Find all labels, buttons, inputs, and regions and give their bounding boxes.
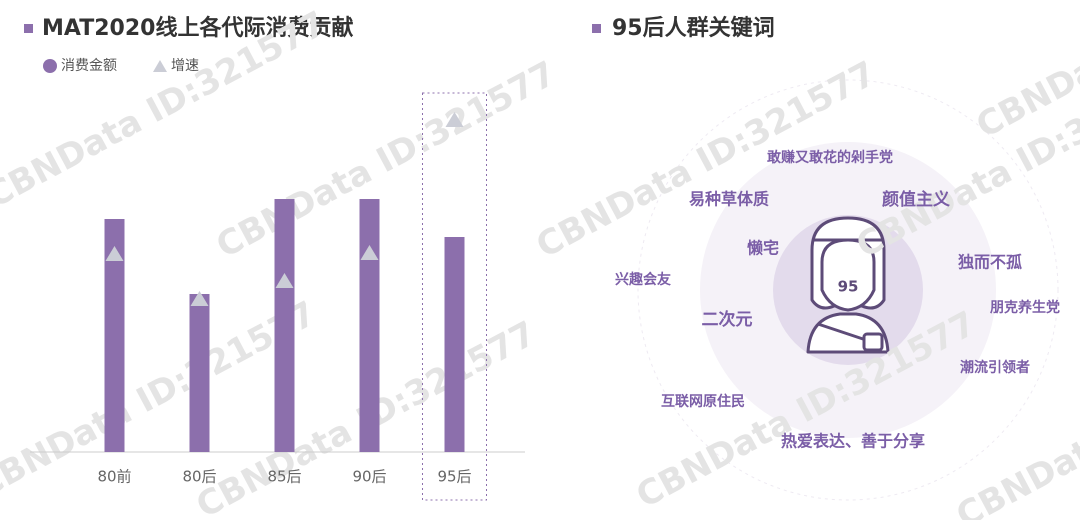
growth-marker: [275, 273, 294, 288]
keyword: 朋克养生党: [989, 299, 1060, 316]
bar: [104, 219, 125, 452]
legend-marker: [153, 60, 167, 72]
bar: [359, 199, 380, 452]
x-tick-label: 85后: [267, 468, 301, 486]
keyword: 颜值主义: [882, 189, 950, 210]
keyword: 兴趣会友: [615, 271, 671, 288]
title-bullet: [24, 24, 33, 33]
growth-marker: [360, 245, 379, 260]
watermark: CBNData ID:321577: [210, 54, 562, 267]
legend-label: 消费金额: [61, 58, 117, 74]
growth-marker: [105, 246, 124, 261]
keyword: 易种草体质: [689, 190, 769, 209]
keyword: 潮流引领者: [960, 359, 1030, 376]
person-icon: [806, 216, 890, 354]
keyword: 敢赚又敢花的剁手党: [767, 149, 893, 166]
highlight-box: [422, 92, 487, 501]
x-tick-label: 95后: [437, 468, 471, 486]
x-tick-label: 80后: [182, 468, 216, 486]
diagram-title: 95后人群关键词: [612, 15, 775, 41]
bar: [274, 199, 295, 452]
chart-title: MAT2020线上各代际消费贡献: [42, 15, 353, 41]
x-tick-label: 90后: [352, 468, 386, 486]
x-tick-label: 80前: [97, 468, 131, 486]
keyword: 热爱表达、善于分享: [781, 432, 925, 451]
bar: [189, 294, 210, 452]
title-bullet: [592, 24, 601, 33]
badge: 95: [838, 278, 859, 296]
growth-marker: [445, 112, 464, 127]
keyword: 独而不孤: [958, 253, 1022, 272]
bar: [444, 237, 465, 452]
growth-marker: [190, 291, 209, 306]
chart: 消费金额 增速 80前 80后 85后 90后 95后: [30, 58, 525, 501]
legend-label: 增速: [171, 58, 199, 74]
keyword: 二次元: [702, 309, 753, 330]
legend-marker: [43, 59, 57, 73]
keyword: 互联网原住民: [661, 393, 745, 410]
keyword: 懒宅: [747, 239, 779, 258]
